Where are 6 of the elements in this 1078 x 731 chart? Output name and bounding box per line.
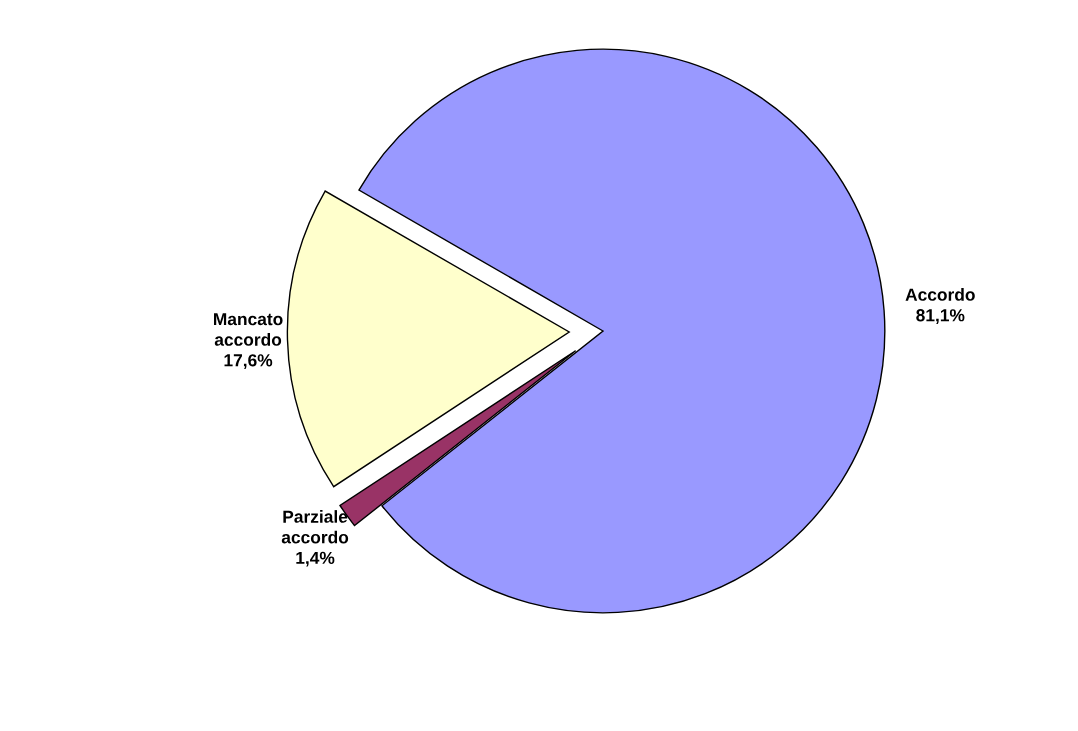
- data-label: 81,1%: [916, 309, 965, 324]
- data-label: 17,6%: [224, 354, 273, 369]
- slice-label: Accordo: [905, 288, 975, 301]
- slice-label: Parziale accordo: [281, 510, 349, 544]
- slice-label: Mancato accordo: [214, 313, 283, 346]
- data-label: 1,4%: [296, 551, 335, 567]
